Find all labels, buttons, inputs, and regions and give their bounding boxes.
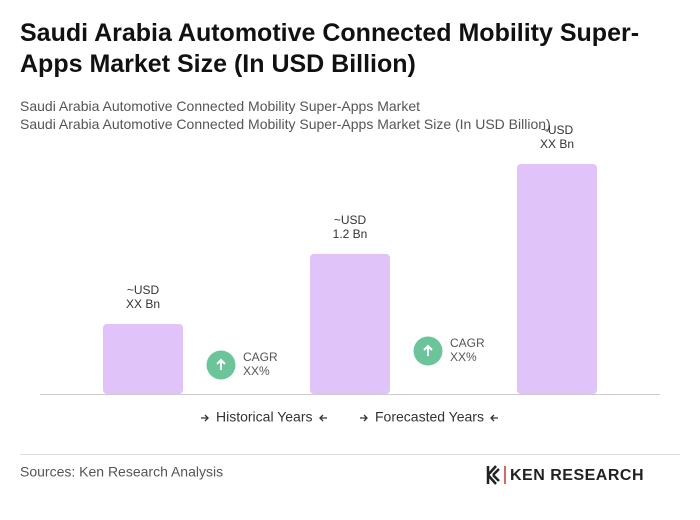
legend-arrow <box>360 414 368 422</box>
cagr-arrow <box>423 344 433 356</box>
bar <box>310 253 390 394</box>
value-label: ~USD <box>541 123 574 137</box>
logo-icon <box>486 465 500 485</box>
legend-arrow <box>201 414 209 422</box>
logo-text: KEN RESEARCH <box>510 467 644 484</box>
legend-label: Forecasted Years <box>375 409 484 425</box>
subtitle: Saudi Arabia Automotive Connected Mobili… <box>20 98 420 114</box>
value-label: ~USD <box>127 283 160 297</box>
value-label: ~USD <box>334 213 367 227</box>
subtitle: Saudi Arabia Automotive Connected Mobili… <box>20 116 551 132</box>
bar <box>517 164 597 394</box>
chart-title: Saudi Arabia Automotive Connected Mobili… <box>20 19 640 78</box>
legend-label: Historical Years <box>216 409 313 425</box>
cagr-label: XX% <box>450 350 477 364</box>
logo: KEN RESEARCH <box>486 465 644 485</box>
bar <box>103 323 183 394</box>
cagr-label: CAGR <box>450 336 485 350</box>
value-label: XX Bn <box>540 137 574 151</box>
cagr-label: CAGR <box>243 350 278 364</box>
value-label: XX Bn <box>126 297 160 311</box>
value-label: 1.2 Bn <box>333 227 368 241</box>
legend-arrow <box>490 414 498 422</box>
source: Sources: Ken Research Analysis <box>20 464 223 480</box>
cagr-arrow <box>216 358 226 370</box>
legend-arrow <box>319 414 327 422</box>
cagr-label: XX% <box>243 364 270 378</box>
